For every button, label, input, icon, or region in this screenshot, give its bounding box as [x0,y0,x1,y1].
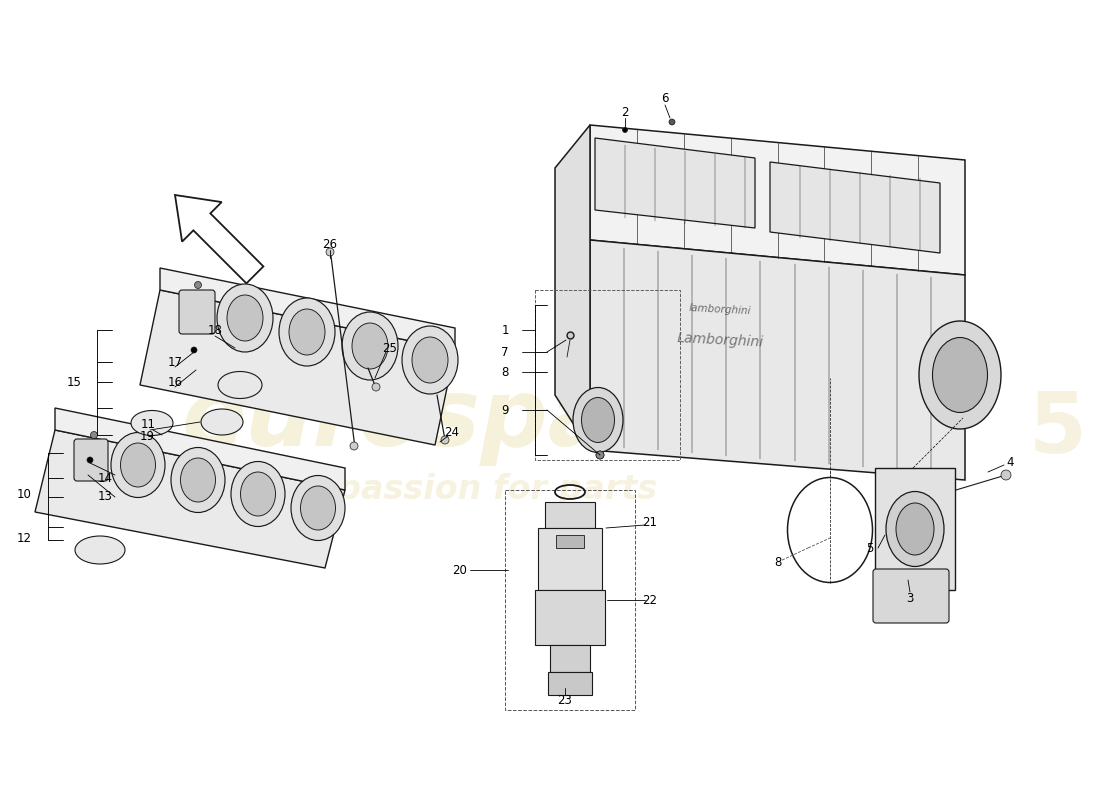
Polygon shape [874,468,955,590]
Text: 21: 21 [642,515,658,529]
Text: 23: 23 [558,694,572,706]
Bar [505,490,635,710]
Polygon shape [140,290,455,445]
Circle shape [596,451,604,459]
Text: 13: 13 [98,490,112,503]
Text: 26: 26 [322,238,338,251]
Text: 10: 10 [18,489,32,502]
Ellipse shape [582,398,615,442]
Polygon shape [548,672,592,695]
Circle shape [1001,470,1011,480]
Text: 5: 5 [1028,390,1087,470]
Ellipse shape [217,284,273,352]
Text: 24: 24 [444,426,460,438]
Circle shape [623,127,627,133]
Polygon shape [535,590,605,645]
Text: Lamborghini: Lamborghini [676,330,763,350]
Text: 7: 7 [502,346,508,358]
Text: 15: 15 [67,375,82,389]
Ellipse shape [289,309,324,355]
Ellipse shape [201,409,243,435]
Circle shape [326,248,334,256]
Ellipse shape [342,312,398,380]
Text: 14: 14 [98,471,112,485]
Polygon shape [770,162,940,253]
Circle shape [195,282,201,289]
Polygon shape [556,125,590,450]
Text: 12: 12 [16,531,32,545]
Text: 19: 19 [140,430,154,442]
Polygon shape [590,240,965,480]
Text: lamborghini: lamborghini [689,303,751,317]
Ellipse shape [352,323,388,369]
FancyBboxPatch shape [179,290,214,334]
Ellipse shape [111,433,165,498]
Ellipse shape [75,536,125,564]
Ellipse shape [573,387,623,453]
Ellipse shape [402,326,458,394]
Ellipse shape [300,486,336,530]
Ellipse shape [918,321,1001,429]
Ellipse shape [279,298,335,366]
Ellipse shape [121,443,155,487]
Text: 8: 8 [774,555,782,569]
Ellipse shape [241,472,275,516]
Text: eurospares: eurospares [182,374,779,466]
Text: 1: 1 [502,323,508,337]
Polygon shape [55,408,345,490]
Ellipse shape [180,458,216,502]
Text: 5: 5 [867,542,873,554]
Circle shape [90,431,98,438]
Ellipse shape [227,295,263,341]
Text: 18: 18 [208,323,222,337]
FancyBboxPatch shape [873,569,949,623]
Circle shape [191,347,197,353]
Text: a passion for parts: a passion for parts [302,474,657,506]
FancyBboxPatch shape [74,439,108,481]
Text: 2: 2 [621,106,629,118]
Text: 11: 11 [141,418,155,431]
Polygon shape [35,430,345,568]
Circle shape [372,383,379,391]
Text: 8: 8 [502,366,508,378]
Ellipse shape [886,491,944,566]
Ellipse shape [896,503,934,555]
Text: 6: 6 [661,91,669,105]
Ellipse shape [218,371,262,398]
Text: 22: 22 [642,594,658,606]
Polygon shape [590,125,965,275]
Ellipse shape [933,338,988,413]
Text: 20: 20 [452,563,468,577]
Polygon shape [556,535,584,548]
Circle shape [669,119,675,125]
Ellipse shape [292,475,345,541]
Polygon shape [595,138,755,228]
Ellipse shape [170,447,226,513]
Circle shape [87,457,94,463]
Ellipse shape [131,410,173,435]
Text: 3: 3 [906,591,914,605]
Text: 17: 17 [167,355,183,369]
Text: 25: 25 [383,342,397,354]
Polygon shape [160,268,455,350]
Text: 9: 9 [502,403,508,417]
Text: 16: 16 [167,375,183,389]
Polygon shape [550,645,590,672]
Text: 4: 4 [1006,455,1014,469]
Circle shape [596,451,604,459]
Circle shape [350,442,358,450]
Ellipse shape [412,337,448,383]
Ellipse shape [231,462,285,526]
Polygon shape [538,528,602,590]
Circle shape [441,436,449,444]
Polygon shape [544,502,595,528]
